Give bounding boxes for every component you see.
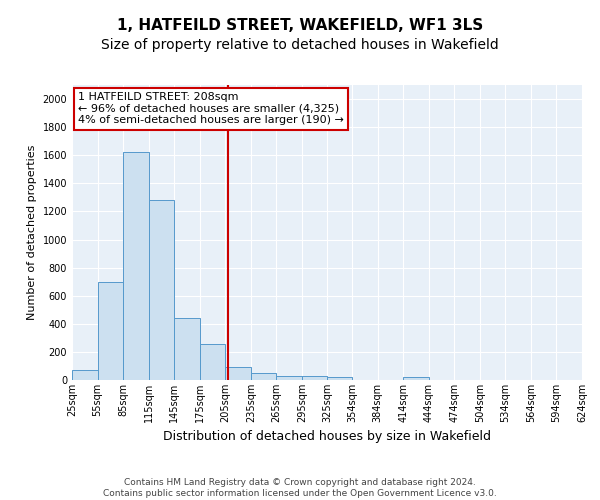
Y-axis label: Number of detached properties: Number of detached properties [27, 145, 37, 320]
Bar [403, 377, 429, 380]
Bar [328, 378, 352, 380]
Bar [72, 370, 98, 380]
Bar [251, 373, 277, 380]
Bar [123, 152, 149, 380]
Text: Size of property relative to detached houses in Wakefield: Size of property relative to detached ho… [101, 38, 499, 52]
Bar [200, 344, 225, 380]
Bar [225, 366, 251, 380]
Bar [277, 376, 302, 380]
Bar [302, 376, 328, 380]
Text: 1 HATFEILD STREET: 208sqm
← 96% of detached houses are smaller (4,325)
4% of sem: 1 HATFEILD STREET: 208sqm ← 96% of detac… [78, 92, 344, 125]
Bar [98, 282, 123, 380]
Bar [174, 318, 200, 380]
Text: Contains HM Land Registry data © Crown copyright and database right 2024.
Contai: Contains HM Land Registry data © Crown c… [103, 478, 497, 498]
Text: 1, HATFEILD STREET, WAKEFIELD, WF1 3LS: 1, HATFEILD STREET, WAKEFIELD, WF1 3LS [117, 18, 483, 32]
X-axis label: Distribution of detached houses by size in Wakefield: Distribution of detached houses by size … [163, 430, 491, 444]
Bar [149, 200, 174, 380]
